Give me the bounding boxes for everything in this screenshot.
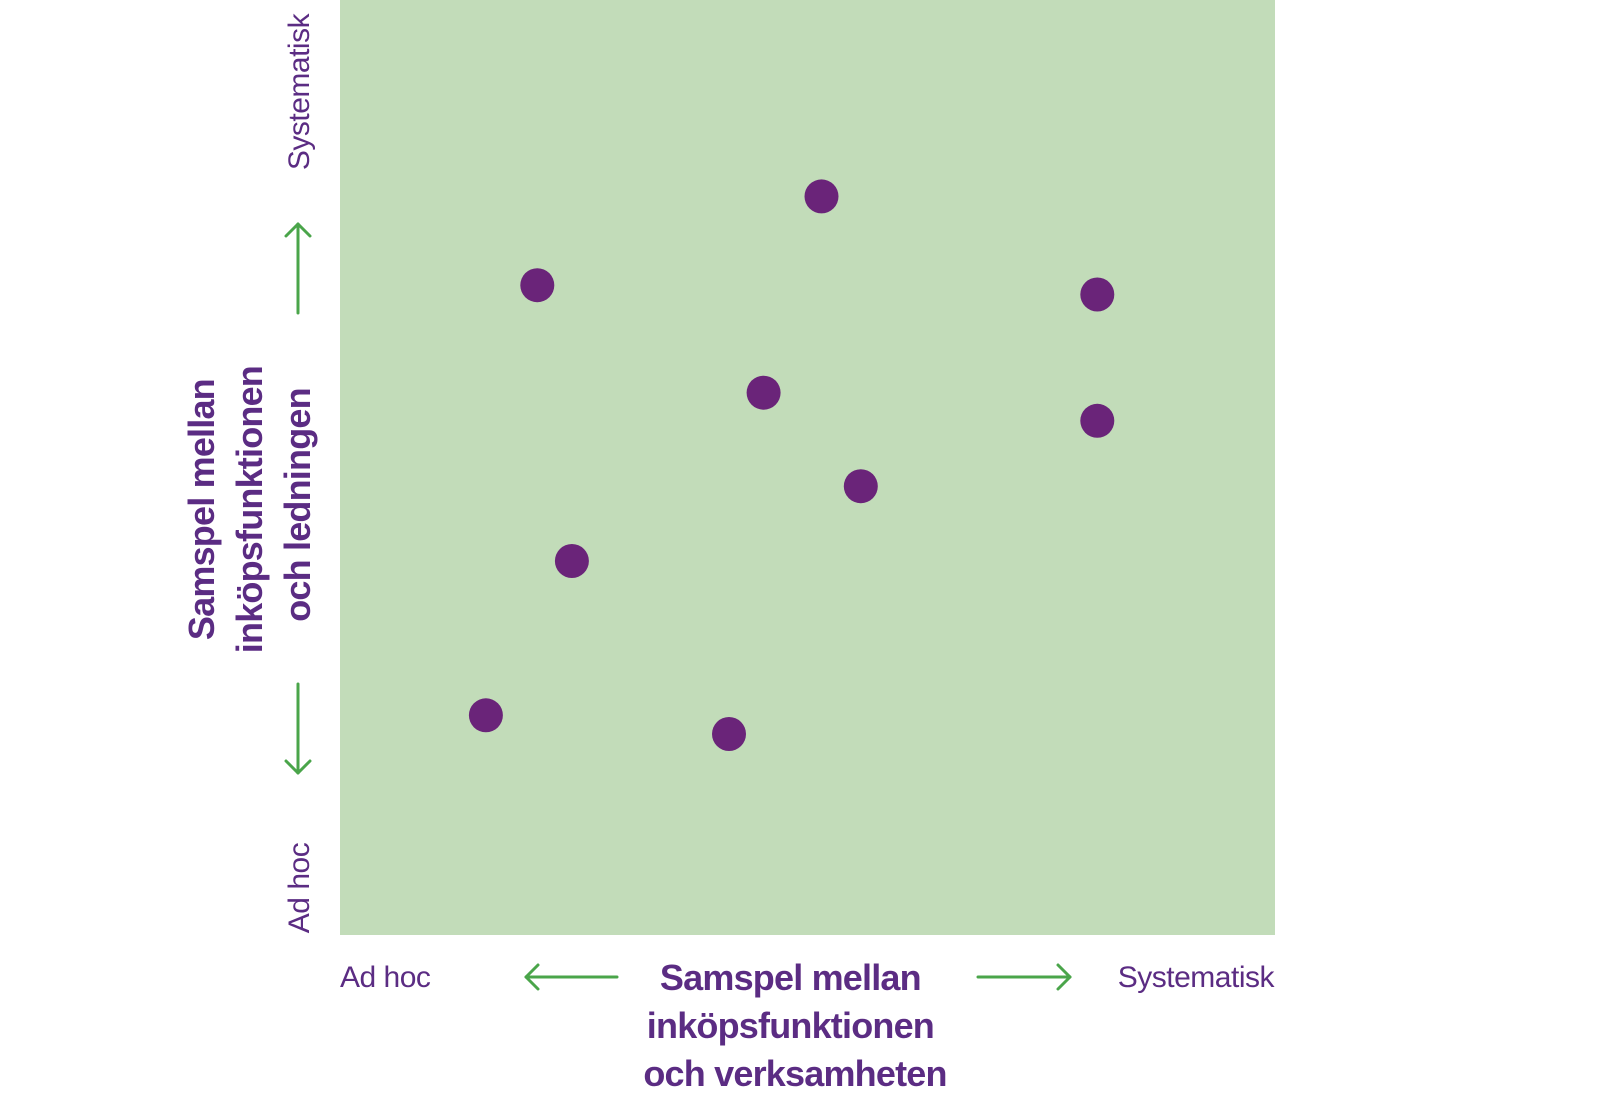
y-axis-title: Samspel mellan inköpsfunktionen och ledn… — [181, 357, 318, 653]
data-point-5 — [1080, 403, 1115, 438]
x-axis-right-arrow — [976, 963, 1072, 991]
data-point-3 — [1080, 277, 1115, 312]
data-points — [468, 179, 1115, 751]
y-axis-title-line-2: inköpsfunktionen — [229, 366, 270, 653]
x-axis-high-label: Systematisk — [1118, 961, 1276, 994]
y-axis-down-arrow — [284, 682, 312, 775]
y-axis-low-label: Ad hoc — [283, 842, 316, 933]
x-axis-title-line-1: Samspel mellan — [660, 957, 921, 998]
data-point-2 — [520, 268, 555, 303]
y-axis-up-arrow — [284, 222, 312, 315]
data-point-8 — [468, 698, 503, 733]
data-point-4 — [746, 375, 781, 410]
y-axis-title-line-1: Samspel mellan — [181, 379, 222, 640]
plot-area — [340, 0, 1275, 935]
x-axis-title: Samspel mellan inköpsfunktionen och verk… — [643, 957, 946, 1094]
data-point-9 — [712, 717, 746, 751]
x-axis-left-arrow — [524, 963, 619, 991]
x-axis-title-line-3: och verksamheten — [643, 1053, 946, 1094]
y-axis-title-line-3: och ledningen — [277, 388, 318, 622]
x-axis-low-label: Ad hoc — [340, 961, 431, 994]
x-axis-title-line-2: inköpsfunktionen — [647, 1005, 934, 1046]
data-point-6 — [843, 469, 878, 504]
data-point-7 — [554, 544, 589, 578]
data-point-1 — [804, 179, 839, 214]
y-axis-high-label: Systematisk — [283, 12, 316, 170]
